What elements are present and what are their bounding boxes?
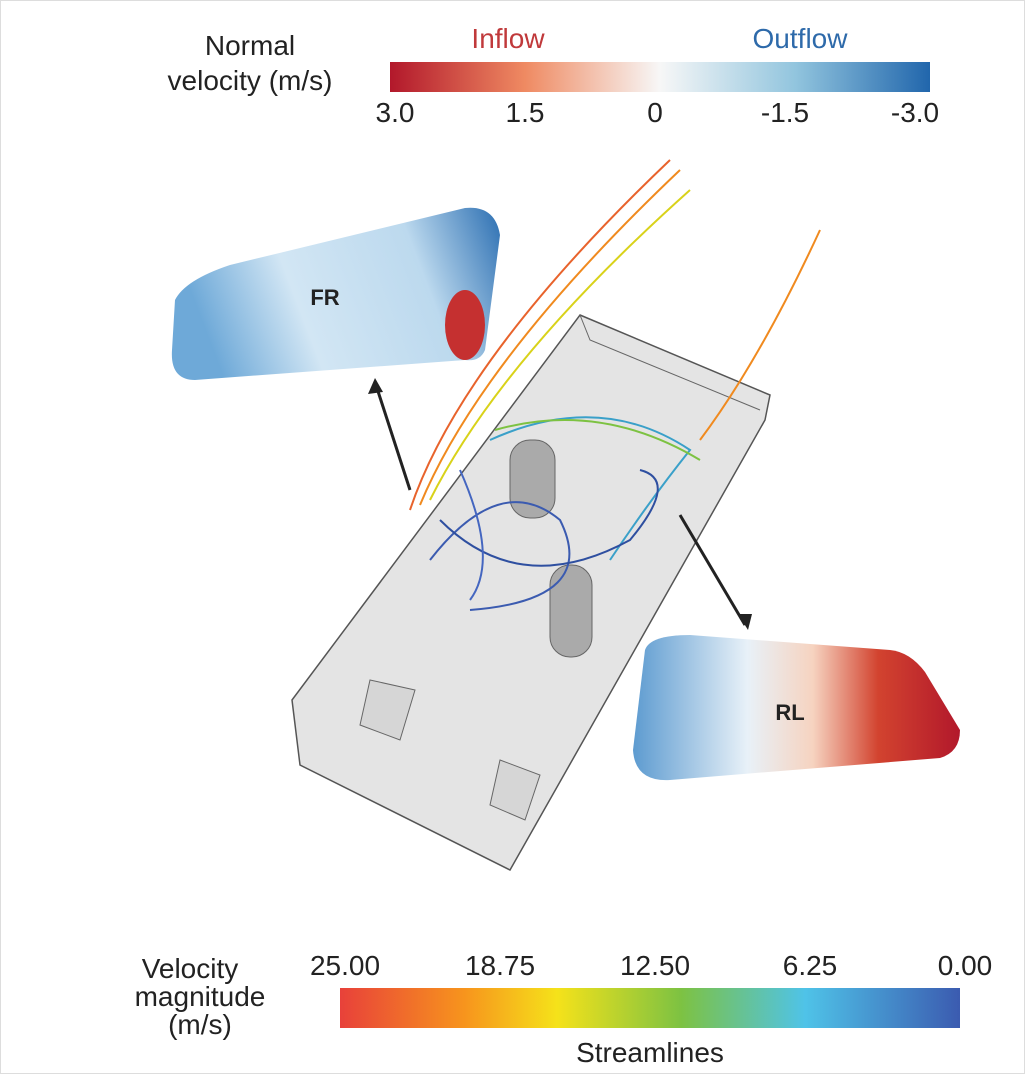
tick-label: 6.25 (783, 950, 838, 981)
figure: Normal velocity (m/s) Inflow Outflow 3.0… (0, 0, 1025, 1074)
arrowhead (738, 614, 752, 630)
tick-label: 3.0 (376, 97, 415, 128)
tick-label: 25.00 (310, 950, 380, 981)
seat (510, 440, 555, 518)
window-label: FR (310, 285, 339, 310)
outflow-label: Outflow (753, 23, 849, 54)
colorbar-title: magnitude (135, 981, 266, 1012)
seat (550, 565, 592, 657)
arrowhead (368, 378, 383, 394)
colorbar-caption: Streamlines (576, 1037, 724, 1068)
colorbar-title: Normal (205, 30, 295, 61)
tick-labels: 25.00 18.75 12.50 6.25 0.00 (310, 950, 992, 981)
colorbar (340, 988, 960, 1028)
tick-label: 0 (647, 97, 663, 128)
tick-label: 1.5 (506, 97, 545, 128)
tick-label: 12.50 (620, 950, 690, 981)
tick-label: 18.75 (465, 950, 535, 981)
colorbar (390, 62, 930, 92)
colorbar-title: (m/s) (168, 1009, 232, 1040)
tick-label: -3.0 (891, 97, 939, 128)
inflow-patch (445, 290, 485, 360)
tick-label: -1.5 (761, 97, 809, 128)
inflow-label: Inflow (471, 23, 545, 54)
colorbar-title: velocity (m/s) (168, 65, 333, 96)
tick-label: 0.00 (938, 950, 993, 981)
arrow (680, 515, 745, 625)
window-label: RL (775, 700, 804, 725)
tick-labels: 3.0 1.5 0 -1.5 -3.0 (376, 97, 940, 128)
arrow (375, 382, 410, 490)
colorbar-title: Velocity (142, 953, 239, 984)
